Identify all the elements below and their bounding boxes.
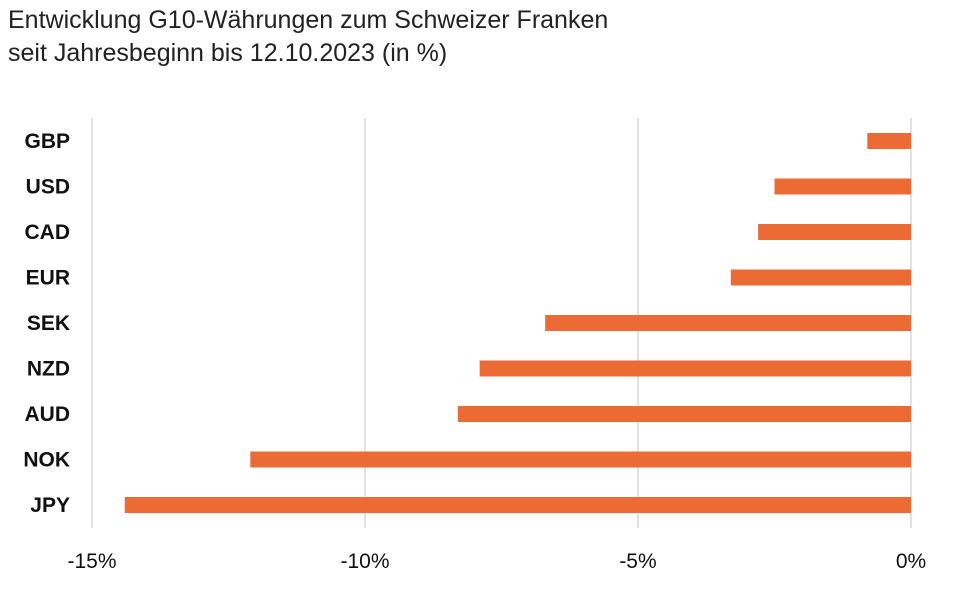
category-label: JPY xyxy=(30,494,70,517)
category-label: SEK xyxy=(27,312,70,335)
x-tick-label: -5% xyxy=(619,550,656,573)
x-tick-label: -15% xyxy=(67,550,116,573)
category-label: AUD xyxy=(25,403,71,426)
category-label: NZD xyxy=(27,358,70,381)
bar xyxy=(479,360,911,377)
chart-subtitle: seit Jahresbeginn bis 12.10.2023 (in %) xyxy=(8,39,448,67)
bar xyxy=(457,406,911,422)
category-label: EUR xyxy=(26,267,70,290)
x-tick-label: 0% xyxy=(896,550,926,573)
chart-title: Entwicklung G10-Währungen zum Schweizer … xyxy=(8,6,609,34)
bar xyxy=(758,224,911,240)
bar xyxy=(250,451,912,468)
category-label: USD xyxy=(26,176,70,199)
category-label: CAD xyxy=(25,221,71,244)
bar xyxy=(730,269,911,286)
category-label: GBP xyxy=(24,130,70,153)
bar xyxy=(867,133,911,149)
chart-title-block: Entwicklung G10-Währungen zum Schweizer … xyxy=(8,4,608,70)
bar xyxy=(545,315,911,331)
bar xyxy=(774,178,911,195)
x-tick-label: -10% xyxy=(340,550,389,573)
bar xyxy=(124,497,911,513)
category-label: NOK xyxy=(23,449,70,472)
